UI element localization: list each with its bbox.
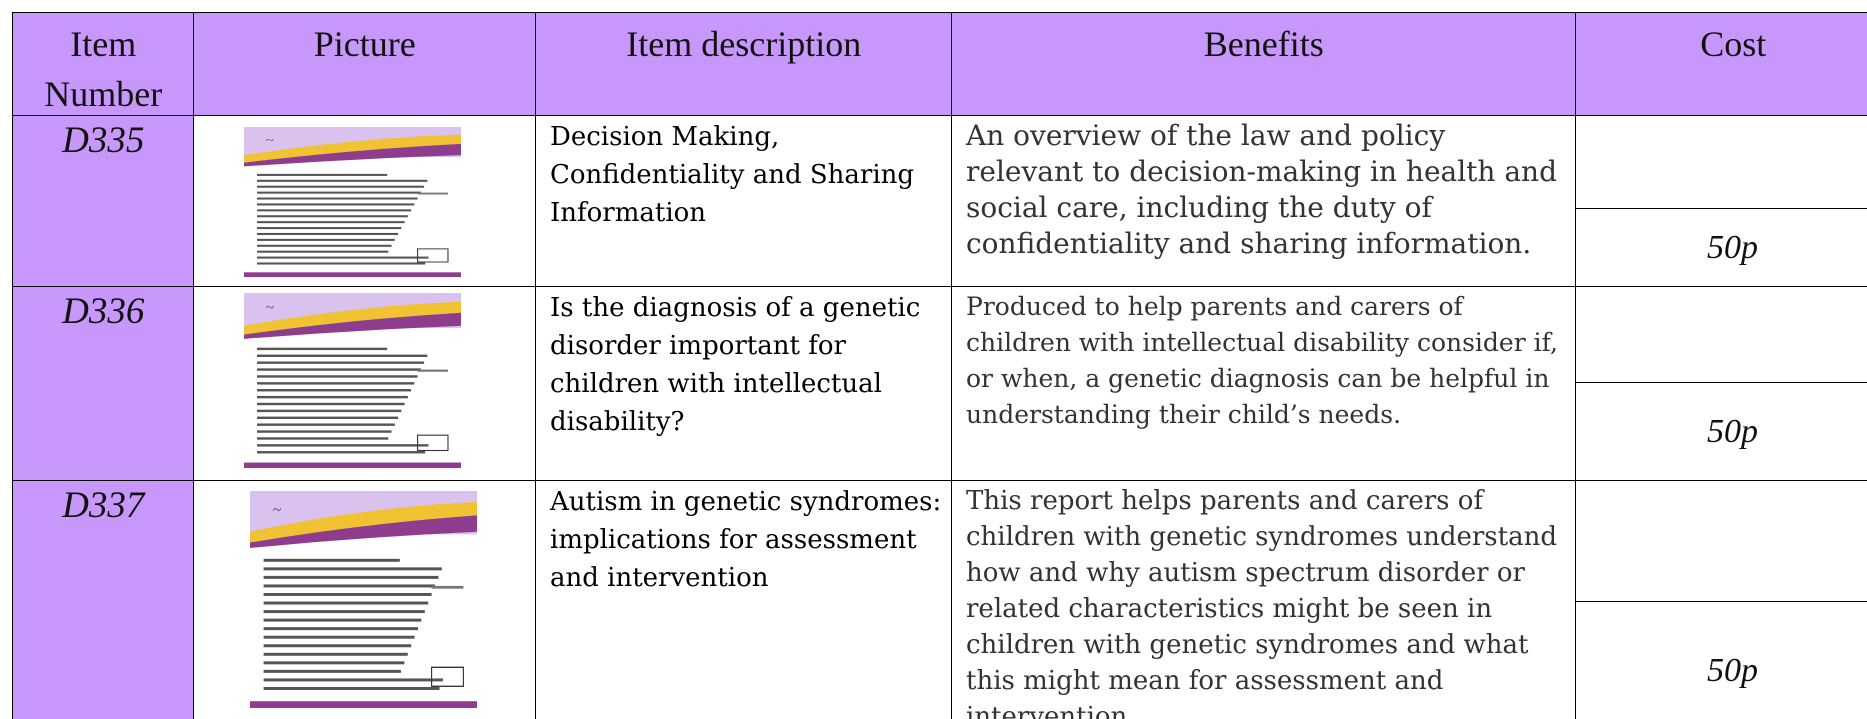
header-cell: Item description [535, 12, 953, 117]
header-cell: Cost [1575, 12, 1867, 117]
svg-text:~: ~ [266, 300, 274, 317]
cost-top [1575, 115, 1867, 210]
header-cell: Item Number [12, 12, 195, 117]
item-description: Is the diagnosis of a genetic disorder i… [535, 286, 953, 482]
item-number: D337 [12, 480, 195, 719]
item-description: Autism in genetic syndromes: implication… [535, 480, 953, 719]
cost-top [1575, 480, 1867, 603]
document-thumbnail: ~ [244, 127, 461, 277]
header-cell: Picture [193, 12, 537, 117]
cost-top [1575, 286, 1867, 384]
document-thumbnail: ~ [244, 293, 461, 468]
item-number: D336 [12, 286, 195, 482]
benefits: An overview of the law and policy releva… [951, 115, 1577, 288]
cost: 50p [1575, 601, 1867, 719]
header-cell: Benefits [951, 12, 1577, 117]
svg-text:~: ~ [273, 498, 282, 520]
document-thumbnail: ~ [250, 491, 477, 708]
item-description: Decision Making, Confidentiality and Sha… [535, 115, 953, 288]
benefits: This report helps parents and carers of … [951, 480, 1577, 719]
benefits: Produced to help parents and carers of c… [951, 286, 1577, 482]
item-number: D335 [12, 115, 195, 288]
cost: 50p [1575, 382, 1867, 482]
svg-text:~: ~ [266, 133, 275, 148]
cost: 50p [1575, 208, 1867, 288]
